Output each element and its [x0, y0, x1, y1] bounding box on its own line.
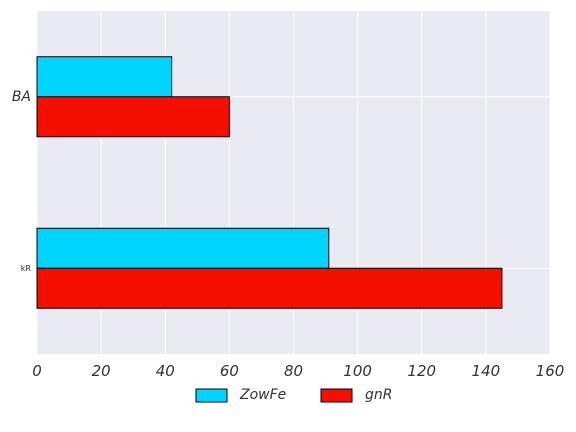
- x-tick-label: 40: [156, 362, 175, 380]
- x-tick-label: 120: [407, 362, 436, 380]
- x-tick-label: 0: [32, 362, 42, 380]
- legend-swatch: [320, 388, 353, 403]
- y-tick-label: kR: [21, 264, 32, 273]
- y-tick-labels: BA kR: [12, 89, 32, 273]
- legend-label: ZowFe: [239, 387, 286, 403]
- x-tick-label: 20: [92, 362, 111, 380]
- x-tick-label: 80: [284, 362, 303, 380]
- bar-gnR-BA: [36, 96, 230, 138]
- x-tick-labels: 0 20 40 60 80 100 120 140 160: [32, 362, 564, 380]
- legend-swatch: [195, 388, 228, 403]
- bar-ZowFe-kR: [36, 227, 330, 269]
- bar-ZowFe-BA: [36, 56, 173, 98]
- legend-item-ZowFe: ZowFe: [195, 387, 286, 403]
- x-tick-label: 140: [472, 362, 501, 380]
- bars: [36, 56, 503, 309]
- x-tick-label: 160: [536, 362, 565, 380]
- y-tick-label: BA: [12, 89, 31, 105]
- bar-gnR-kR: [36, 267, 503, 309]
- x-tick-label: 60: [220, 362, 239, 380]
- legend-label: gnR: [365, 387, 393, 403]
- x-tick-label: 100: [343, 362, 372, 380]
- legend-item-gnR: gnR: [320, 387, 393, 403]
- legend: ZowFe gnR: [195, 387, 393, 403]
